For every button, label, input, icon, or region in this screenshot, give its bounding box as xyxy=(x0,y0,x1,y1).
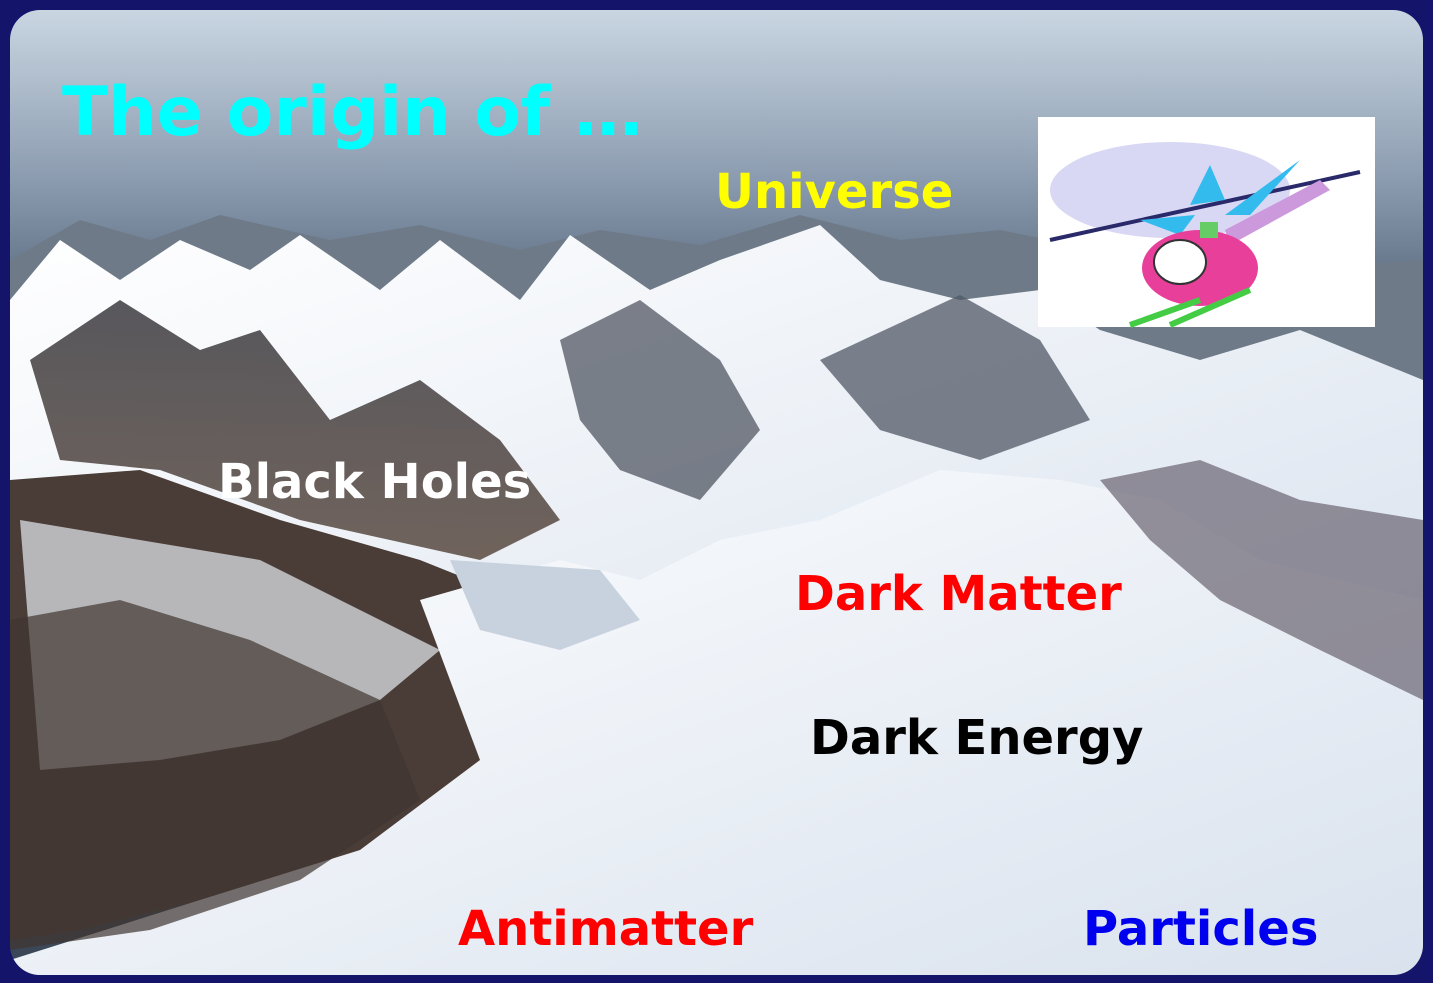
helicopter-clipart xyxy=(1038,117,1375,327)
slide-title: The origin of … xyxy=(62,73,642,152)
topic-label: Dark Matter xyxy=(795,566,1122,622)
topic-label: Black Holes xyxy=(218,454,531,510)
topic-label: Dark Energy xyxy=(810,710,1143,766)
page: {"slide": {"title": "The origin of …", "… xyxy=(0,0,1433,983)
topic-label: Particles xyxy=(1083,901,1318,957)
topic-label: Universe xyxy=(715,164,953,220)
slide: The origin of … Universe Black Holes Dar… xyxy=(0,0,1433,983)
topic-label: Antimatter xyxy=(458,901,754,957)
